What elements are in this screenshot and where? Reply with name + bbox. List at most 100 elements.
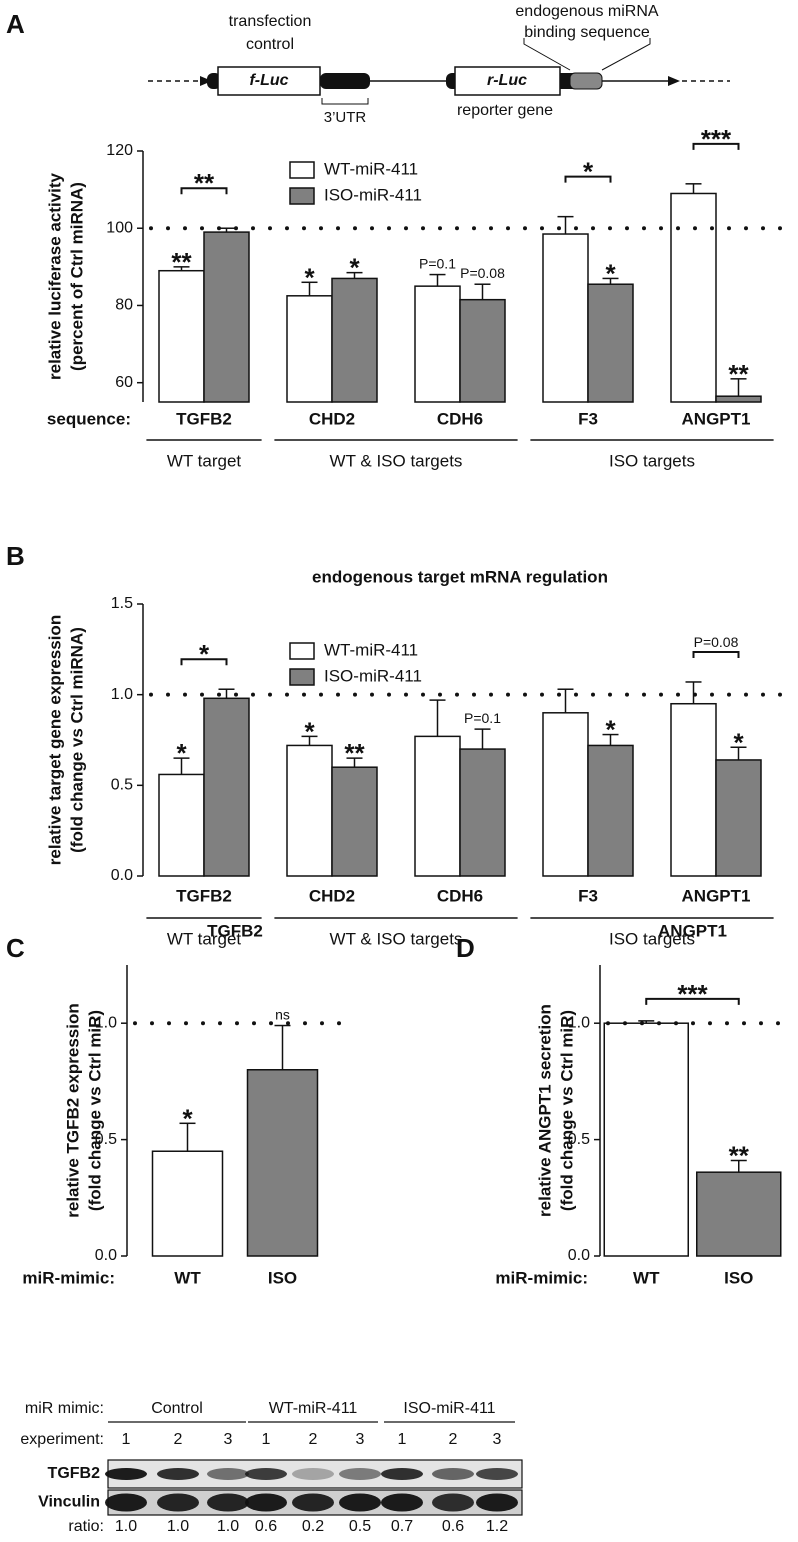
significance-label: *	[304, 716, 315, 746]
blot-band	[339, 1493, 381, 1512]
bar	[331, 277, 378, 403]
significance-label: *	[199, 639, 210, 669]
bar	[286, 295, 333, 403]
bar	[670, 702, 717, 877]
error-bar	[638, 1020, 655, 1024]
y-tick-label: 1.5	[111, 595, 133, 612]
gene-label: f-Luc	[249, 72, 288, 89]
lane-label: 1	[122, 1431, 131, 1448]
error-bar	[730, 1159, 747, 1173]
error-bar	[173, 757, 190, 775]
significance-label: P=0.08	[460, 265, 505, 281]
lane-label: 1	[398, 1431, 407, 1448]
significance-label: *	[349, 253, 360, 283]
blot-band	[292, 1468, 334, 1480]
row-label: miR mimic:	[25, 1400, 104, 1417]
error-bar	[557, 688, 574, 713]
y-axis-label: (fold change vs Ctrl miR)	[85, 1010, 104, 1211]
y-axis-label: relative ANGPT1 secretion	[535, 1004, 554, 1217]
error-bar	[218, 227, 235, 233]
legend-swatch	[289, 668, 315, 686]
error-bar	[602, 277, 619, 285]
group-label: Control	[151, 1400, 203, 1417]
diagram-label: binding sequence	[524, 24, 650, 41]
significance-label: ns	[275, 1007, 290, 1023]
chart-title: ANGPT1	[658, 921, 727, 940]
blot-band	[292, 1493, 334, 1512]
blot-band	[381, 1468, 423, 1480]
binding-bracket	[523, 38, 571, 71]
blot-band	[207, 1468, 249, 1480]
ratio-label: 0.6	[255, 1518, 277, 1535]
x-tick-label: TGFB2	[176, 409, 232, 428]
bar	[331, 766, 378, 877]
lane-label: 1	[262, 1431, 271, 1448]
x-axis-label: miR-mimic:	[495, 1268, 588, 1287]
blot-band	[476, 1468, 518, 1480]
y-tick-label: 100	[106, 219, 133, 236]
bar	[246, 1069, 319, 1257]
blot-band	[245, 1468, 287, 1480]
group-label: WT target	[167, 451, 242, 470]
panel-label: A	[6, 9, 25, 39]
x-tick-label: WT	[633, 1268, 660, 1287]
significance-bracket	[692, 142, 740, 150]
bar	[203, 231, 250, 403]
y-tick-label: 60	[115, 374, 133, 391]
significance-label: *	[605, 715, 616, 745]
chart-title: TGFB2	[207, 921, 263, 940]
significance-bracket	[564, 175, 612, 183]
legend-label: ISO-miR-411	[324, 666, 422, 685]
error-bar	[301, 735, 318, 746]
x-tick-label: ANGPT1	[682, 886, 751, 905]
error-bar	[218, 688, 235, 699]
y-axis-label: (fold change vs Ctrl miRNA)	[67, 627, 86, 853]
blot-band	[245, 1493, 287, 1512]
bar	[151, 1150, 224, 1257]
ratio-label: 0.6	[442, 1518, 464, 1535]
error-bar	[346, 757, 363, 768]
significance-label: ***	[701, 124, 732, 154]
x-tick-label: CDH6	[437, 409, 483, 428]
diagram-label: control	[246, 36, 294, 53]
binding-bracket	[601, 38, 651, 71]
error-bar	[685, 183, 702, 194]
error-bar	[730, 378, 747, 397]
y-tick-label: 120	[106, 142, 133, 159]
significance-bracket	[692, 650, 740, 658]
panel-label: C	[6, 933, 25, 963]
significance-label: *	[182, 1103, 193, 1133]
y-tick-label: 0.5	[568, 1131, 590, 1148]
y-tick-label: 1.0	[95, 1014, 117, 1031]
error-bar	[685, 681, 702, 704]
bar	[603, 1022, 689, 1257]
significance-label: **	[344, 738, 365, 768]
x-tick-label: TGFB2	[176, 886, 232, 905]
bar	[670, 192, 717, 403]
y-axis-label: relative luciferase activity	[45, 172, 64, 380]
significance-label: P=0.1	[419, 256, 456, 272]
bar	[203, 697, 250, 877]
bars	[158, 681, 762, 877]
annotations: * ns	[182, 1007, 289, 1134]
lane-label: 3	[356, 1431, 365, 1448]
bars	[158, 183, 762, 403]
bar	[459, 748, 506, 877]
significance-label: **	[729, 1141, 750, 1171]
band-label: TGFB2	[48, 1465, 101, 1482]
legend-label: WT-miR-411	[324, 640, 418, 659]
bar	[459, 298, 506, 403]
bar	[715, 395, 762, 403]
y-tick-label: 0.5	[95, 1131, 117, 1148]
legend-label: ISO-miR-411	[324, 185, 422, 204]
band-label: Vinculin	[38, 1494, 100, 1511]
binding-box	[569, 72, 603, 90]
bars	[603, 1020, 782, 1257]
ratio-label: 0.5	[349, 1518, 371, 1535]
error-bar	[474, 728, 491, 750]
significance-label: *	[304, 262, 315, 292]
blot-band	[105, 1493, 147, 1512]
ratio-label: 1.0	[167, 1518, 189, 1535]
y-tick-label: 0.0	[95, 1247, 117, 1264]
